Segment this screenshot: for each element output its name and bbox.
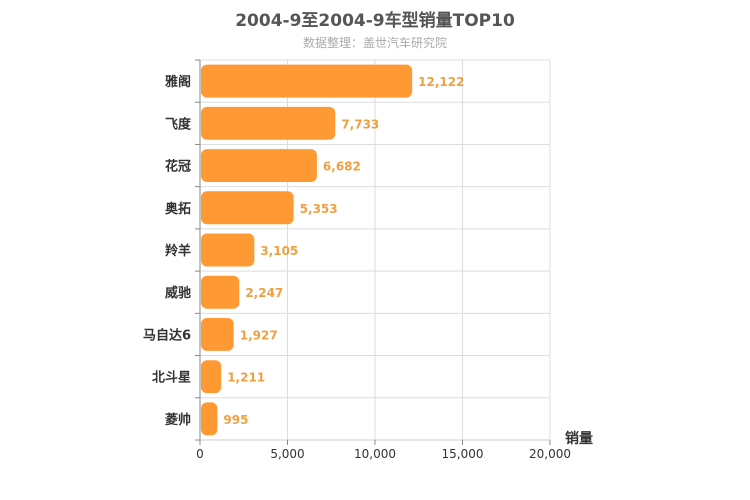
bar <box>201 106 336 140</box>
x-tick-label: 10,000 <box>354 447 396 461</box>
x-tick-label: 0 <box>196 447 204 461</box>
data-label: 12,122 <box>418 75 464 89</box>
category-label: 威驰 <box>165 285 191 301</box>
bar <box>201 360 222 394</box>
data-label: 2,247 <box>245 286 283 300</box>
chart-title: 2004-9至2004-9车型销量TOP10 <box>235 11 515 31</box>
category-label: 花冠 <box>165 159 191 175</box>
x-tick-label: 20,000 <box>529 447 571 461</box>
category-label: 马自达6 <box>143 327 191 343</box>
data-label: 995 <box>223 413 248 427</box>
category-label: 菱帅 <box>165 412 191 428</box>
category-label: 羚羊 <box>165 243 191 259</box>
bar <box>201 233 255 267</box>
bar <box>201 191 294 225</box>
data-label: 1,211 <box>227 371 265 385</box>
data-label: 1,927 <box>240 328 278 342</box>
data-label: 6,682 <box>323 160 361 174</box>
category-label: 飞度 <box>165 116 192 132</box>
bar <box>201 149 317 183</box>
x-tick-label: 5,000 <box>270 447 304 461</box>
bar <box>201 275 240 309</box>
category-label: 奥拓 <box>165 201 191 217</box>
x-tick-label: 15,000 <box>442 447 484 461</box>
bar <box>201 64 413 98</box>
x-axis-title: 销量 <box>565 430 593 447</box>
category-label: 北斗星 <box>152 371 191 386</box>
category-label: 雅阁 <box>165 74 191 90</box>
bar <box>201 317 234 351</box>
data-label: 5,353 <box>300 202 338 216</box>
data-label: 7,733 <box>341 117 379 131</box>
chart-subtitle: 数据整理：盖世汽车研究院 <box>302 36 447 50</box>
data-label: 3,105 <box>260 244 298 258</box>
bar <box>201 402 218 436</box>
